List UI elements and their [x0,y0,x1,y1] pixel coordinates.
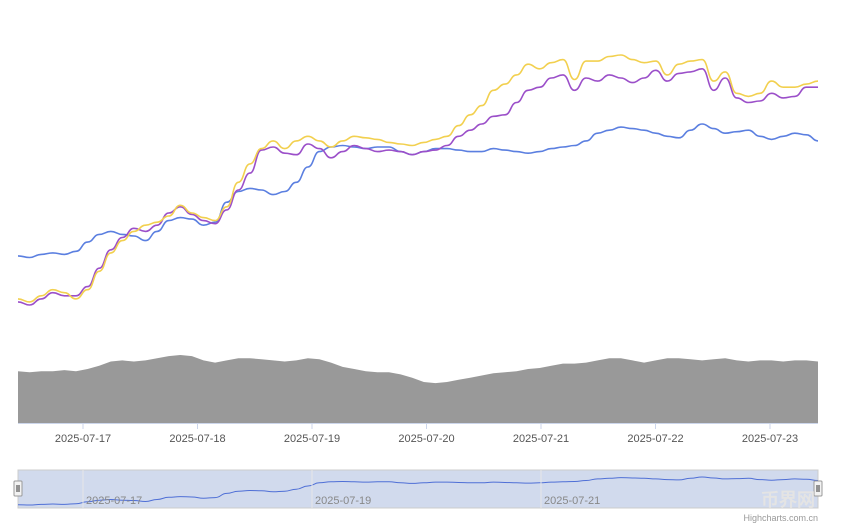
navigator-tick-label: 2025-07-17 [86,495,142,507]
navigator-tick-label: 2025-07-19 [315,495,371,507]
navigator[interactable]: 2025-07-17 2025-07-19 2025-07-21 [13,469,823,509]
x-tick-label: 2025-07-20 [398,433,454,445]
credits-link[interactable]: Highcharts.com.cn [743,513,818,523]
price-series-layer [17,54,819,306]
navigator-left-handle[interactable] [13,480,23,497]
x-axis: 2025-07-17 2025-07-18 2025-07-19 2025-07-20… [18,423,818,445]
x-tick-label: 2025-07-17 [55,433,111,445]
volume-area[interactable] [18,355,818,423]
x-tick-label: 2025-07-18 [169,433,225,445]
x-tick-label: 2025-07-21 [513,433,569,445]
navigator-right-handle[interactable] [813,480,823,497]
x-tick-label: 2025-07-22 [627,433,683,445]
volume-series-layer [18,355,818,423]
watermark-logo: 币界网 [761,490,815,510]
navigator-tick-label: 2025-07-21 [544,495,600,507]
series-line-3[interactable] [17,54,819,303]
x-tick-label: 2025-07-23 [742,433,798,445]
navigator-series [17,476,819,506]
x-tick-label: 2025-07-19 [284,433,340,445]
series-line-2[interactable] [17,67,818,306]
